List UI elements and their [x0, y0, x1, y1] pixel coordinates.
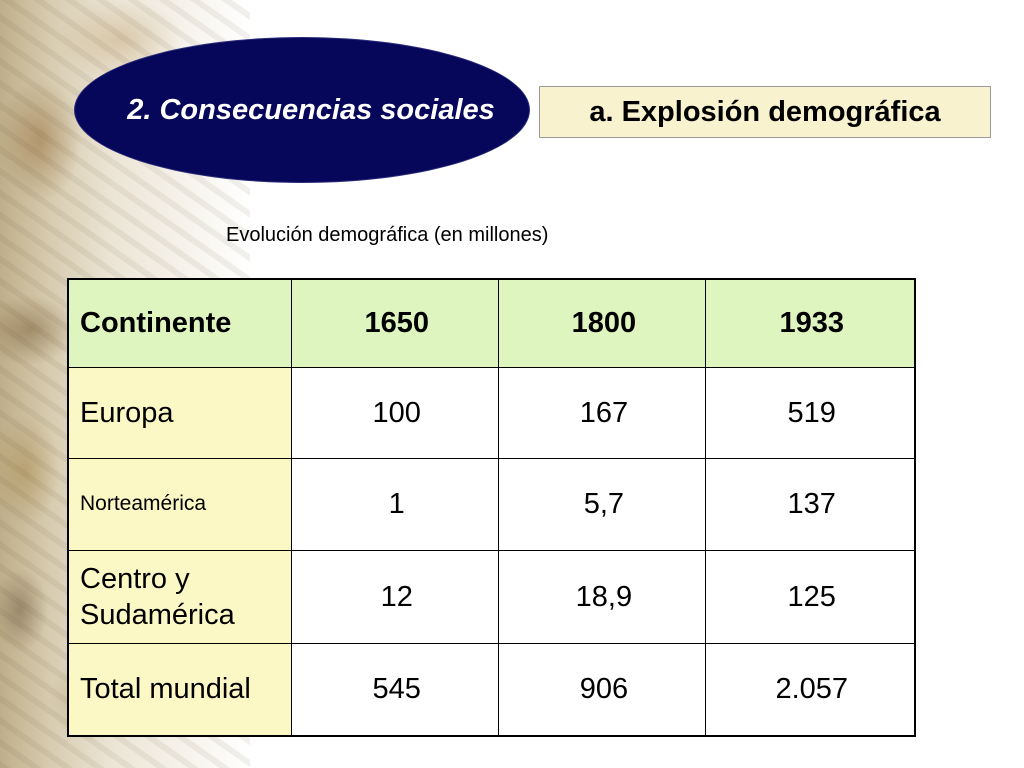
section-title: 2. Consecuencias sociales	[127, 93, 495, 126]
table-header-row: Continente 1650 1800 1933	[67, 278, 916, 368]
population-table: Continente 1650 1800 1933 Europa 100 167…	[67, 278, 916, 737]
table-cell: 545	[291, 643, 500, 737]
table-cell: 18,9	[498, 550, 707, 644]
table-cell: 519	[705, 367, 916, 459]
table-cell: 100	[291, 367, 500, 459]
table-row: Europa 100 167 519	[67, 367, 916, 459]
header-cell-continent: Continente	[67, 278, 293, 368]
subtitle-box: a. Explosión demográfica	[539, 86, 991, 138]
row-label-norteamerica: Norteamérica	[67, 458, 293, 551]
header-cell-1800: 1800	[498, 278, 707, 368]
table-caption: Evolución demográfica (en millones)	[226, 224, 549, 246]
table-row: Centro y Sudamérica 12 18,9 125	[67, 550, 916, 644]
header-cell-1933: 1933	[705, 278, 916, 368]
table-cell: 137	[705, 458, 916, 551]
table-cell: 125	[705, 550, 916, 644]
table-cell: 2.057	[705, 643, 916, 737]
table-cell: 1	[291, 458, 500, 551]
table-cell: 167	[498, 367, 707, 459]
table-cell: 906	[498, 643, 707, 737]
table-cell: 5,7	[498, 458, 707, 551]
row-label-europa: Europa	[67, 367, 293, 459]
header-cell-1650: 1650	[291, 278, 500, 368]
table-row: Total mundial 545 906 2.057	[67, 643, 916, 737]
table-cell: 12	[291, 550, 500, 644]
section-title-ellipse: 2. Consecuencias sociales	[74, 37, 530, 183]
row-label-centro-sudamerica: Centro y Sudamérica	[67, 550, 293, 644]
row-label-total-mundial: Total mundial	[67, 643, 293, 737]
table-row: Norteamérica 1 5,7 137	[67, 458, 916, 551]
subtitle: a. Explosión demográfica	[589, 95, 941, 128]
